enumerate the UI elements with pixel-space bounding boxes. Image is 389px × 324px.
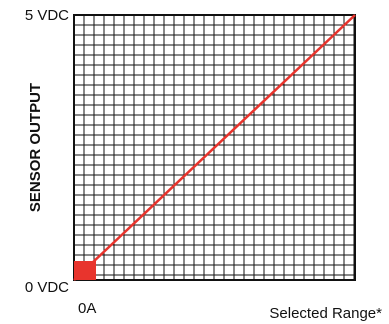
- y-tick-label-top: 5 VDC: [25, 7, 69, 24]
- y-tick-label-bottom: 0 VDC: [25, 279, 69, 296]
- series-line: [73, 14, 356, 281]
- origin-marker: [74, 261, 96, 280]
- plot-frame: [73, 14, 356, 281]
- x-axis-title: Selected Range*: [269, 305, 382, 322]
- chart-grid: [74, 15, 355, 280]
- chart-series: [73, 14, 356, 281]
- x-tick-label-origin: 0A: [78, 300, 96, 317]
- y-axis-title: SENSOR OUTPUT: [27, 83, 44, 212]
